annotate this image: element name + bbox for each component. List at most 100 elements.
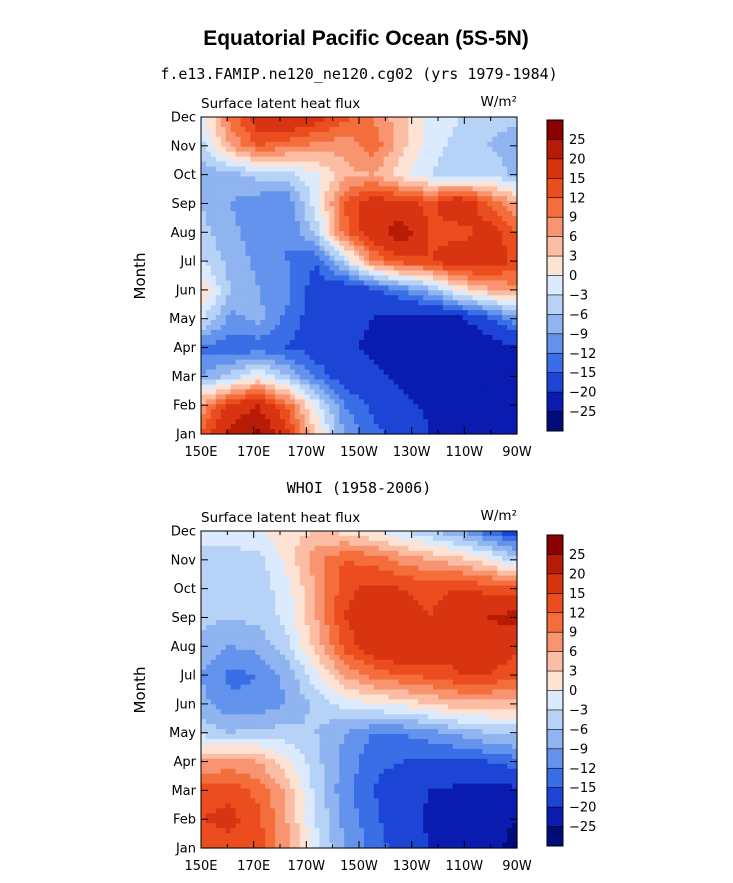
heat-cell xyxy=(467,429,474,435)
heat-cell xyxy=(334,414,340,420)
heat-cell xyxy=(255,250,261,257)
heat-cell xyxy=(423,136,429,143)
heat-cell xyxy=(319,255,326,262)
heat-cell xyxy=(487,339,493,346)
heat-cell xyxy=(457,429,464,435)
heat-cell xyxy=(462,359,469,366)
heat-cell xyxy=(423,166,429,173)
heat-cell xyxy=(289,560,296,567)
heat-cell xyxy=(447,295,454,301)
heat-cell xyxy=(339,260,345,267)
heat-cell xyxy=(418,196,424,202)
heat-cell xyxy=(354,419,360,425)
heat-cell xyxy=(487,424,493,430)
heat-cell xyxy=(280,320,286,326)
heat-cell xyxy=(467,171,474,178)
heat-cell xyxy=(284,409,291,415)
heat-cell xyxy=(368,141,375,148)
heat-cell xyxy=(201,191,207,197)
heat-cell xyxy=(260,141,266,148)
heat-cell xyxy=(205,260,212,267)
x-tick-label: 130W xyxy=(393,445,431,460)
heat-cell xyxy=(423,325,429,331)
heat-cell xyxy=(359,349,365,356)
heat-cell xyxy=(477,196,484,202)
heat-cell xyxy=(418,349,424,356)
heat-cell xyxy=(329,141,335,148)
heat-cell xyxy=(373,300,380,306)
heat-cell xyxy=(260,384,266,391)
heat-cell xyxy=(398,540,405,547)
colorbar-label: 25 xyxy=(569,133,586,148)
heat-cell xyxy=(265,364,271,371)
heat-cell xyxy=(378,545,385,552)
heat-cell xyxy=(324,121,330,128)
heat-cell xyxy=(477,389,484,395)
heat-cell xyxy=(304,166,311,173)
heat-cell xyxy=(344,156,350,163)
heat-cell xyxy=(477,575,484,582)
heat-cell xyxy=(388,535,395,542)
heat-cell xyxy=(240,265,247,272)
heat-cell xyxy=(492,250,498,257)
heat-cell xyxy=(462,275,469,282)
heat-cell xyxy=(210,560,217,567)
heat-cell xyxy=(260,359,266,366)
heat-cell xyxy=(324,216,330,222)
heat-cell xyxy=(314,349,321,356)
heat-cell xyxy=(240,545,247,552)
heat-cell xyxy=(423,171,429,178)
heat-cell xyxy=(428,206,434,212)
heat-cell xyxy=(280,394,286,400)
heat-cell xyxy=(359,255,365,262)
heat-cell xyxy=(512,260,518,267)
heat-cell xyxy=(339,369,345,376)
heat-cell xyxy=(393,191,400,197)
heat-cell xyxy=(462,216,469,222)
heat-cell xyxy=(507,300,513,306)
heat-cell xyxy=(418,419,424,425)
heat-cell xyxy=(408,295,414,301)
heat-cell xyxy=(260,315,266,321)
heat-cell xyxy=(250,280,256,286)
heat-cell xyxy=(270,221,276,227)
heat-cell xyxy=(324,349,330,356)
heat-cell xyxy=(378,131,385,138)
heat-cell xyxy=(354,126,360,133)
heat-cell xyxy=(354,565,360,572)
heat-cell xyxy=(230,394,237,400)
heat-cell xyxy=(472,399,479,405)
heat-cell xyxy=(265,255,271,262)
heat-cell xyxy=(255,221,261,227)
heat-cell xyxy=(413,240,419,247)
heat-cell xyxy=(363,300,370,306)
heat-cell xyxy=(220,585,227,592)
heat-cell xyxy=(462,540,469,547)
heat-cell xyxy=(344,429,350,435)
heat-cell xyxy=(329,379,335,386)
heat-cell xyxy=(507,310,513,316)
heat-cell xyxy=(512,424,518,430)
heat-cell xyxy=(368,555,375,562)
heat-cell xyxy=(418,275,424,282)
heat-cell xyxy=(487,290,493,296)
heat-cell xyxy=(359,240,365,247)
heat-cell xyxy=(201,216,207,222)
heat-cell xyxy=(324,141,330,148)
heat-cell xyxy=(413,404,419,410)
heat-cell xyxy=(294,389,301,395)
heat-cell xyxy=(413,191,419,197)
heat-cell xyxy=(309,384,316,391)
heat-cell xyxy=(403,384,409,391)
heat-cell xyxy=(359,206,365,212)
heat-cell xyxy=(275,540,281,547)
heat-cell xyxy=(354,315,360,321)
heat-cell xyxy=(452,580,459,587)
heat-cell xyxy=(284,235,291,242)
heat-cell xyxy=(339,389,345,395)
heat-cell xyxy=(393,305,400,311)
heat-cell xyxy=(492,201,498,207)
heat-cell xyxy=(363,325,370,331)
heat-cell xyxy=(408,349,414,356)
heat-cell xyxy=(235,250,242,257)
